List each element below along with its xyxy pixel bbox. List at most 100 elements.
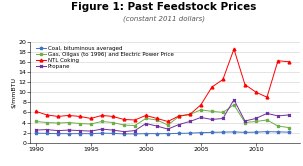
- Coal, bituminous averaged: [188, 132, 192, 134]
- Propane: [166, 128, 170, 130]
- Propane: [122, 131, 126, 133]
- Coal, bituminous averaged: [100, 132, 104, 134]
- NTL Coking: [144, 114, 148, 116]
- Line: Propane: Propane: [35, 98, 290, 133]
- NTL Coking: [254, 91, 258, 93]
- Coal, bituminous averaged: [133, 133, 137, 135]
- Gas, Oilgas (to 1996) and Electric Power Price: [243, 122, 247, 124]
- Gas, Oilgas (to 1996) and Electric Power Price: [111, 122, 115, 124]
- Propane: [100, 128, 104, 130]
- Propane: [199, 117, 203, 119]
- Propane: [45, 129, 48, 131]
- Coal, bituminous averaged: [111, 132, 115, 134]
- Propane: [155, 125, 159, 127]
- Text: Figure 1: Past Feedstock Prices: Figure 1: Past Feedstock Prices: [71, 2, 256, 12]
- NTL Coking: [155, 118, 159, 120]
- Gas, Oilgas (to 1996) and Electric Power Price: [265, 119, 269, 121]
- Coal, bituminous averaged: [45, 132, 48, 134]
- NTL Coking: [34, 110, 38, 112]
- Legend: Coal, bituminous averaged, Gas, Oilgas (to 1996) and Electric Power Price, NTL C: Coal, bituminous averaged, Gas, Oilgas (…: [36, 45, 175, 70]
- NTL Coking: [111, 115, 115, 117]
- Gas, Oilgas (to 1996) and Electric Power Price: [232, 104, 236, 106]
- NTL Coking: [199, 104, 203, 106]
- Propane: [133, 130, 137, 132]
- Propane: [56, 130, 60, 132]
- NTL Coking: [265, 96, 269, 98]
- NTL Coking: [56, 115, 60, 117]
- NTL Coking: [188, 113, 192, 115]
- Propane: [265, 112, 269, 114]
- Coal, bituminous averaged: [265, 131, 269, 133]
- NTL Coking: [133, 119, 137, 121]
- Coal, bituminous averaged: [254, 131, 258, 133]
- Propane: [210, 119, 214, 121]
- Propane: [287, 114, 291, 116]
- Propane: [111, 129, 115, 131]
- Propane: [177, 124, 181, 125]
- Coal, bituminous averaged: [166, 133, 170, 135]
- Gas, Oilgas (to 1996) and Electric Power Price: [56, 122, 60, 124]
- Gas, Oilgas (to 1996) and Electric Power Price: [276, 125, 280, 127]
- Y-axis label: $/mmBTU: $/mmBTU: [12, 77, 17, 108]
- Coal, bituminous averaged: [177, 132, 181, 134]
- Propane: [221, 118, 225, 120]
- Propane: [243, 120, 247, 122]
- Propane: [276, 115, 280, 117]
- Coal, bituminous averaged: [210, 131, 214, 133]
- Coal, bituminous averaged: [122, 133, 126, 135]
- Text: (constant 2011 dollars): (constant 2011 dollars): [123, 15, 205, 22]
- NTL Coking: [100, 114, 104, 116]
- Gas, Oilgas (to 1996) and Electric Power Price: [78, 123, 82, 124]
- Coal, bituminous averaged: [67, 133, 71, 135]
- Gas, Oilgas (to 1996) and Electric Power Price: [155, 119, 159, 121]
- NTL Coking: [287, 61, 291, 63]
- Gas, Oilgas (to 1996) and Electric Power Price: [210, 110, 214, 112]
- NTL Coking: [177, 115, 181, 117]
- Propane: [232, 99, 236, 101]
- Gas, Oilgas (to 1996) and Electric Power Price: [89, 123, 93, 125]
- Gas, Oilgas (to 1996) and Electric Power Price: [67, 122, 71, 124]
- Gas, Oilgas (to 1996) and Electric Power Price: [254, 121, 258, 123]
- Gas, Oilgas (to 1996) and Electric Power Price: [188, 113, 192, 115]
- Coal, bituminous averaged: [243, 131, 247, 133]
- Gas, Oilgas (to 1996) and Electric Power Price: [287, 126, 291, 128]
- NTL Coking: [78, 115, 82, 117]
- NTL Coking: [45, 114, 48, 116]
- Gas, Oilgas (to 1996) and Electric Power Price: [133, 124, 137, 126]
- Propane: [188, 121, 192, 123]
- Coal, bituminous averaged: [89, 133, 93, 135]
- NTL Coking: [122, 119, 126, 121]
- Gas, Oilgas (to 1996) and Electric Power Price: [34, 121, 38, 123]
- Propane: [67, 129, 71, 131]
- Coal, bituminous averaged: [232, 131, 236, 133]
- Propane: [254, 118, 258, 120]
- NTL Coking: [221, 79, 225, 81]
- NTL Coking: [210, 86, 214, 88]
- NTL Coking: [276, 60, 280, 62]
- Coal, bituminous averaged: [199, 132, 203, 134]
- Gas, Oilgas (to 1996) and Electric Power Price: [100, 121, 104, 123]
- Gas, Oilgas (to 1996) and Electric Power Price: [122, 124, 126, 126]
- Gas, Oilgas (to 1996) and Electric Power Price: [144, 118, 148, 120]
- Gas, Oilgas (to 1996) and Electric Power Price: [166, 124, 170, 126]
- NTL Coking: [67, 114, 71, 116]
- Propane: [34, 129, 38, 131]
- Gas, Oilgas (to 1996) and Electric Power Price: [45, 122, 48, 124]
- Propane: [144, 123, 148, 124]
- Line: Coal, bituminous averaged: Coal, bituminous averaged: [34, 130, 291, 136]
- Coal, bituminous averaged: [155, 133, 159, 135]
- Propane: [89, 130, 93, 132]
- NTL Coking: [243, 83, 247, 85]
- Coal, bituminous averaged: [34, 132, 38, 134]
- Line: NTL Coking: NTL Coking: [35, 48, 290, 123]
- Propane: [78, 130, 82, 132]
- Coal, bituminous averaged: [144, 133, 148, 135]
- Coal, bituminous averaged: [56, 133, 60, 135]
- Line: Gas, Oilgas (to 1996) and Electric Power Price: Gas, Oilgas (to 1996) and Electric Power…: [35, 103, 290, 129]
- NTL Coking: [232, 48, 236, 50]
- Coal, bituminous averaged: [276, 131, 280, 133]
- NTL Coking: [89, 118, 93, 120]
- Gas, Oilgas (to 1996) and Electric Power Price: [199, 109, 203, 111]
- Coal, bituminous averaged: [78, 133, 82, 135]
- NTL Coking: [166, 121, 170, 123]
